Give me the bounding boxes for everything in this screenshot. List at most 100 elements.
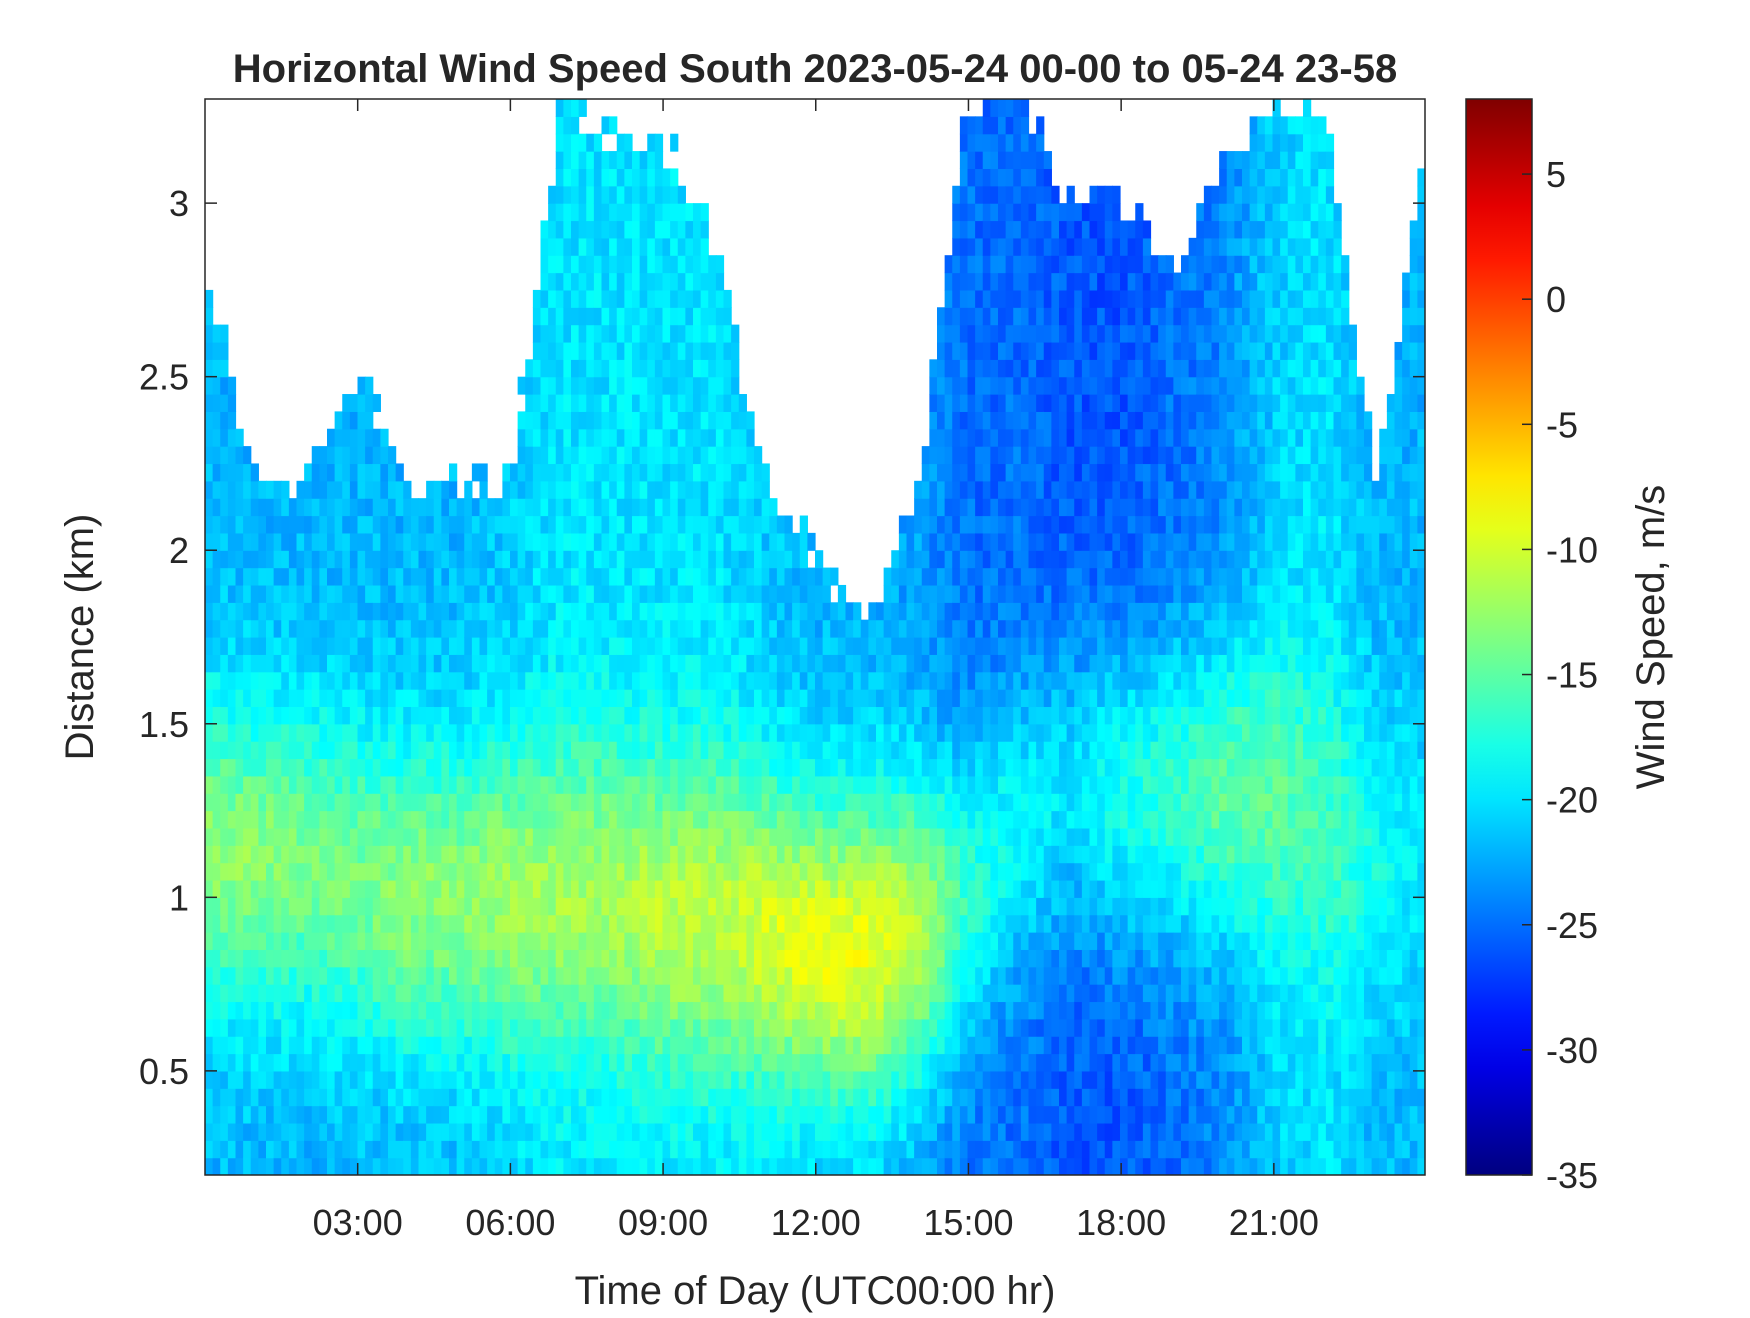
heatmap-cell [715,359,725,378]
heatmap-cell [372,932,381,950]
heatmap-cell [449,1088,458,1107]
heatmap-cell [685,515,694,534]
heatmap-cell [898,689,908,708]
heatmap-cell [677,341,686,360]
heatmap-cell [571,203,580,222]
heatmap-cell [731,1088,740,1107]
heatmap-cell [426,1088,435,1107]
heatmap-cell [700,272,709,291]
heatmap-cell [471,1088,481,1107]
heatmap-cell [731,394,740,412]
heatmap-cell [746,637,755,655]
heatmap-cell [273,1001,282,1020]
heatmap-cell [532,532,542,551]
heatmap-cell [1013,376,1022,395]
heatmap-cell [746,932,755,950]
heatmap-cell [731,376,740,395]
heatmap-cell [510,1088,519,1107]
heatmap-cell [319,619,328,638]
heatmap-cell [654,932,664,950]
heatmap-cell [334,550,343,569]
heatmap-cell [479,654,488,673]
heatmap-cell [845,741,854,760]
heatmap-cell [334,1018,343,1037]
heatmap-cell [700,1122,709,1141]
heatmap-cell [281,862,290,881]
heatmap-cell [624,498,633,517]
heatmap-cell [670,723,679,742]
heatmap-cell [868,671,877,690]
heatmap-cell [296,1105,305,1124]
heatmap-cell [540,827,549,846]
heatmap-cell [746,966,755,985]
heatmap-cell [372,845,381,864]
heatmap-cell [311,741,320,760]
heatmap-cell [738,532,747,551]
heatmap-cell [227,775,237,794]
heatmap-cell [517,1053,526,1072]
heatmap-cell [426,1140,435,1159]
heatmap-cell [959,1122,969,1141]
heatmap-cell [380,689,389,708]
heatmap-cell [532,1036,542,1055]
heatmap-cell [746,879,755,898]
heatmap-cell [685,706,694,725]
heatmap-cell [624,1088,633,1107]
heatmap-cell [601,584,610,603]
heatmap-cell [525,723,534,742]
heatmap-cell [220,671,229,690]
heatmap-cell [906,984,915,1003]
heatmap-cell [830,723,839,742]
heatmap-cell [822,793,831,812]
heatmap-cell [471,723,481,742]
heatmap-cell [227,671,237,690]
heatmap-cell [792,827,801,846]
heatmap-cell [975,1070,984,1089]
heatmap-cell [883,1105,892,1124]
heatmap-cell [776,1018,786,1037]
heatmap-cell [792,984,801,1003]
heatmap-cell [212,1036,221,1055]
heatmap-cell [380,584,389,603]
heatmap-cell [273,949,282,968]
heatmap-cell [502,914,511,933]
heatmap-cell [235,567,244,586]
heatmap-cell [693,550,702,569]
heatmap-cell [990,1122,999,1141]
heatmap-cell [502,654,511,673]
heatmap-cell [708,376,717,395]
heatmap-cell [654,324,664,343]
heatmap-cell [876,706,885,725]
heatmap-cell [555,1157,564,1175]
heatmap-cell [784,1122,793,1141]
heatmap-cell [982,827,991,846]
heatmap-cell [860,793,869,812]
heatmap-cell [731,966,740,985]
heatmap-cell [959,255,969,274]
heatmap-cell [349,775,359,794]
heatmap-cell [258,637,267,655]
heatmap-cell [792,793,801,812]
heatmap-cell [754,984,763,1003]
heatmap-cell [456,984,465,1003]
heatmap-cell [250,480,259,499]
heatmap-cell [761,775,770,794]
heatmap-cell [517,914,526,933]
heatmap-cell [388,845,397,864]
heatmap-cell [304,793,313,812]
heatmap-cell [822,758,831,777]
heatmap-cell [532,446,542,465]
heatmap-cell [952,359,961,378]
heatmap-cell [571,446,580,465]
heatmap-cell [982,602,991,621]
heatmap-cell [586,827,595,846]
heatmap-cell [510,602,519,621]
heatmap-cell [205,550,214,569]
heatmap-cell [807,914,816,933]
heatmap-cell [380,845,389,864]
heatmap-cell [921,949,930,968]
heatmap-cell [967,897,976,916]
heatmap-cell [426,532,435,551]
heatmap-cell [517,1140,526,1159]
